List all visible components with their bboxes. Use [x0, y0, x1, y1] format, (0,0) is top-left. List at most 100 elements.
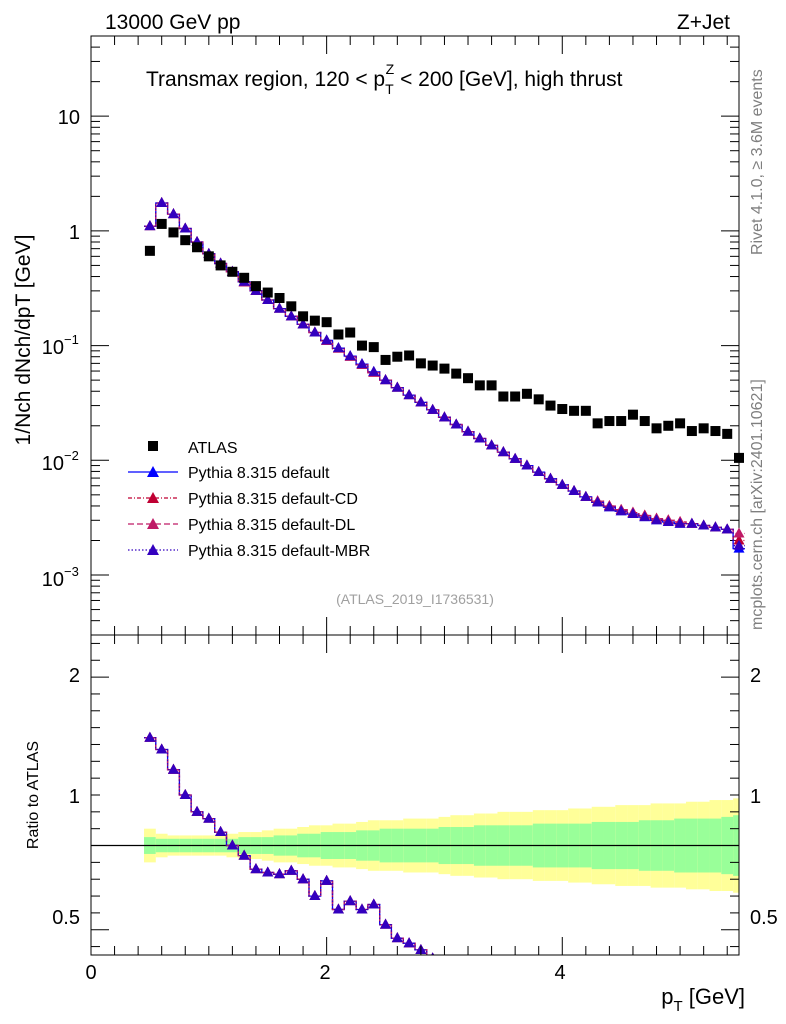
point-data: [474, 380, 485, 391]
plot-title-sub: T: [385, 81, 394, 97]
main-ytick-0.1-exp: −1: [64, 332, 79, 347]
point-mbr: [403, 389, 415, 400]
point-mbr: [462, 425, 474, 436]
point-data: [545, 400, 556, 411]
point-mbr: [262, 293, 274, 304]
ratio-point-mbr: [344, 895, 356, 906]
point-data: [675, 418, 686, 429]
ratio-panel: Ratio to ATLAS 0.5 1 2 0.5 1 2 0 2 4 pT …: [25, 634, 778, 1015]
main-ytick-0.01: 10: [42, 453, 64, 475]
legend-marker-mbr: [147, 544, 159, 555]
ratio-point-mbr: [368, 898, 380, 909]
point-data: [686, 426, 697, 437]
legend-marker-atlas: [148, 441, 158, 451]
ratio-point-mbr: [309, 890, 321, 901]
point-data: [309, 315, 320, 326]
point-mbr: [580, 490, 592, 501]
legend-marker-default: [147, 466, 159, 477]
ratio-point-mbr: [203, 812, 215, 823]
legend-marker-cd: [147, 492, 159, 503]
ratio-point-mbr: [250, 863, 262, 874]
point-data: [203, 251, 214, 262]
ratio-point-mbr: [215, 826, 227, 837]
point-data: [651, 423, 662, 434]
point-data: [356, 340, 367, 351]
point-data: [734, 452, 744, 463]
main-axis-ticks: [90, 35, 739, 636]
xtick-4: 4: [554, 962, 565, 984]
point-mbr: [309, 326, 321, 337]
point-mbr: [321, 334, 333, 345]
point-mbr: [332, 342, 344, 353]
ratio-point-mbr: [156, 743, 168, 754]
point-mbr: [285, 310, 297, 321]
legend-label-mbr: Pythia 8.315 default-MBR: [188, 543, 370, 560]
ratio-axis-ticks: [90, 635, 739, 955]
point-cd: [733, 534, 745, 545]
x-axis-label-sub: T: [673, 998, 682, 1015]
point-data: [486, 380, 497, 391]
point-data: [616, 416, 627, 427]
ratio-point-mbr: [380, 918, 392, 929]
point-mbr: [427, 403, 439, 414]
point-mbr: [450, 418, 462, 429]
point-data: [298, 311, 309, 322]
point-data: [215, 260, 226, 271]
point-data: [415, 358, 426, 369]
point-data: [239, 272, 250, 283]
main-ytick-0.001: 10: [42, 569, 64, 591]
point-data: [286, 301, 297, 312]
ratio-point-mbr: [403, 937, 415, 948]
point-data: [592, 418, 603, 429]
point-mbr: [651, 514, 663, 525]
ratio-point-mbr: [179, 789, 191, 799]
point-mbr: [356, 358, 368, 369]
point-data: [627, 409, 638, 420]
point-mbr: [144, 220, 156, 231]
point-mbr: [627, 508, 639, 519]
xtick-2: 2: [319, 962, 330, 984]
plot-title-start: Transmax region, 120 < p: [146, 68, 385, 91]
ratio-point-mbr: [391, 932, 403, 943]
x-axis-label: pT [GeV]: [661, 984, 745, 1015]
point-data: [451, 368, 462, 379]
ratio-point-mbr: [285, 864, 297, 875]
point-data: [698, 423, 709, 434]
point-mbr: [380, 374, 392, 385]
point-mbr: [721, 523, 733, 534]
ratio-point-mbr: [238, 849, 250, 860]
legend: ATLAS Pythia 8.315 default Pythia 8.315 …: [128, 440, 370, 560]
point-mbr: [544, 472, 556, 483]
plot-title-sup: Z: [386, 61, 395, 77]
point-mbr: [603, 501, 615, 512]
main-ytick-10: 10: [58, 107, 80, 129]
x-axis-label-unit: [GeV]: [683, 984, 745, 1009]
mcplots-label: mcplots.cern.ch [arXiv:2401.10621]: [749, 379, 766, 630]
point-data: [345, 327, 356, 338]
series-line-dl: [144, 202, 745, 535]
plot-title: Transmax region, 120 < pTZ < 200 [GeV], …: [146, 61, 623, 97]
point-mbr: [474, 432, 486, 443]
point-mbr: [167, 208, 179, 219]
ratio-point-mbr: [332, 903, 344, 914]
legend-marker-dl: [147, 518, 159, 529]
legend-label-dl: Pythia 8.315 default-DL: [188, 517, 355, 534]
main-ytick-0.1-base: 10: [42, 337, 64, 359]
point-data: [368, 342, 379, 353]
ratio-point-mbr: [262, 866, 274, 877]
ratio-point-mbr: [144, 731, 156, 742]
point-mbr: [674, 517, 686, 528]
header-right-label: Z+Jet: [677, 11, 730, 34]
main-ytick-0.001-base: 10: [42, 569, 64, 591]
plot-title-end: < 200 [GeV], high thrust: [394, 68, 622, 91]
ratio-ytick-2-left: 2: [69, 665, 80, 687]
main-ytick-0.1: 10: [42, 337, 64, 359]
point-mbr: [344, 350, 356, 361]
legend-label-atlas: ATLAS: [188, 440, 238, 457]
point-data: [321, 317, 332, 328]
point-data: [463, 373, 474, 384]
analysis-id: (ATLAS_2019_I1736531): [336, 591, 494, 607]
point-mbr: [709, 521, 721, 532]
point-data: [262, 287, 273, 298]
